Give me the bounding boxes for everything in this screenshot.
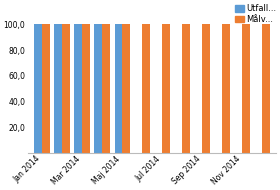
Bar (74, 25, 82, 153)
Bar (242, 25, 250, 153)
Bar (222, 25, 230, 153)
Bar (162, 25, 170, 153)
Bar (122, 25, 130, 153)
Legend: Utfall..., Målv...: Utfall..., Målv... (235, 3, 277, 25)
Bar (82, 25, 90, 153)
Bar (94, 25, 102, 153)
Bar (54, 25, 62, 153)
Bar (42, 25, 50, 153)
Bar (34, 25, 42, 153)
Bar (115, 25, 122, 153)
Bar (142, 25, 150, 153)
Bar (202, 25, 210, 153)
Bar (62, 25, 70, 153)
Bar (182, 25, 190, 153)
Bar (102, 25, 110, 153)
Bar (262, 25, 270, 153)
